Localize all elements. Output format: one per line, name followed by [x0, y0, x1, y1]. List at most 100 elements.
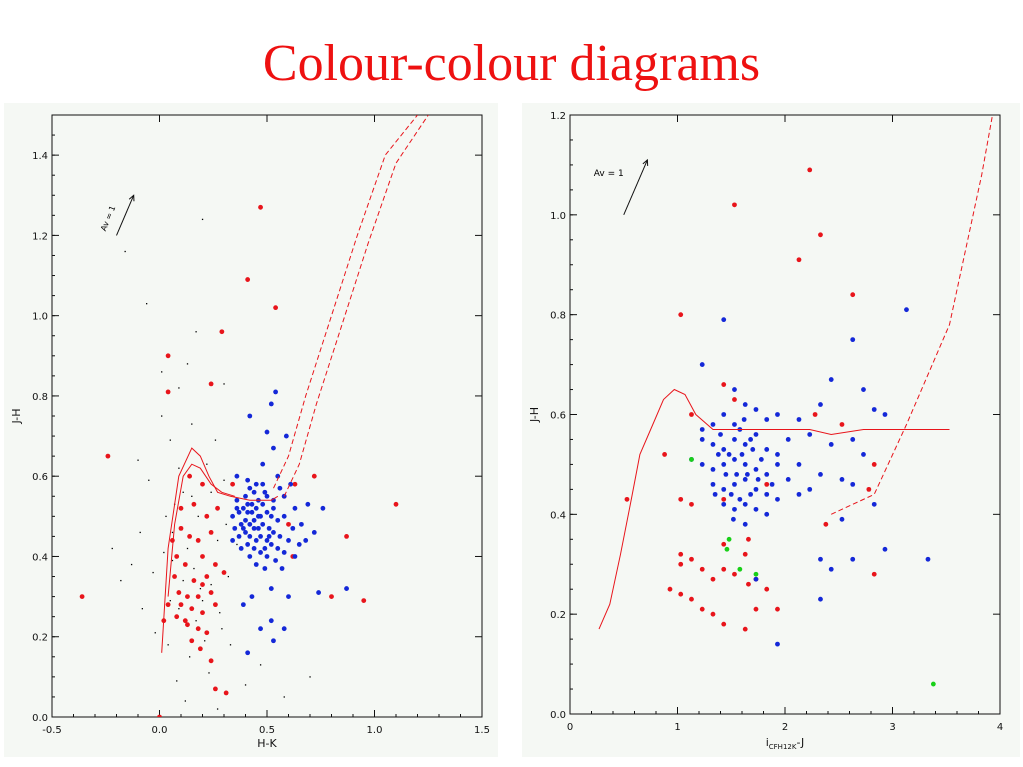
- x-axis-title-main: i: [766, 736, 769, 749]
- y-tick-label: 0.8: [550, 311, 566, 322]
- data-point-blue: [251, 517, 257, 523]
- data-point-blue: [240, 525, 246, 531]
- data-point-black: [171, 559, 174, 562]
- data-point-blue: [775, 412, 780, 417]
- data-point-blue: [882, 412, 888, 417]
- right-colour-colour-plot: 0 1 2 3 4 0.0 0.2 0.4 0.6 0.8 1.0 1.2 iCFH12K-J J-H Av…: [522, 103, 1020, 757]
- data-point-black: [210, 491, 212, 493]
- data-point-blue: [316, 590, 321, 595]
- x-tick-label: 0.0: [152, 725, 168, 736]
- data-point-red: [344, 534, 349, 539]
- data-point-blue: [750, 447, 756, 452]
- data-point-black: [199, 587, 202, 590]
- data-point-blue: [260, 501, 266, 507]
- data-point-black: [197, 515, 199, 518]
- data-point-blue: [699, 437, 705, 442]
- data-point-blue: [243, 517, 248, 523]
- data-point-blue: [753, 506, 759, 512]
- data-point-blue: [271, 497, 276, 503]
- data-point-red: [185, 622, 190, 628]
- data-point-black: [309, 676, 311, 678]
- data-point-blue: [275, 473, 281, 479]
- data-point-blue: [710, 481, 716, 487]
- x-axis-title-subscript: CFH12K: [769, 743, 797, 751]
- data-point-blue: [245, 501, 251, 507]
- x-tick-label: 1.0: [367, 725, 383, 736]
- data-point-blue: [234, 505, 240, 511]
- data-point-blue: [258, 550, 263, 555]
- left-colour-colour-plot: -0.5 0.0 0.5 1.0 1.5 0.0 0.2 0.4 0.6 0.8 1.0 1.2 1.4…: [4, 103, 498, 757]
- data-point-blue: [882, 546, 888, 552]
- data-point-blue: [769, 481, 775, 487]
- data-point-red: [361, 598, 367, 604]
- data-point-black: [184, 700, 186, 702]
- data-point-red: [178, 505, 184, 511]
- data-point-red: [746, 536, 751, 542]
- data-point-black: [176, 680, 178, 682]
- data-point-blue: [828, 377, 834, 382]
- data-point-red: [191, 578, 197, 583]
- data-point-black: [169, 439, 171, 441]
- y-axis-title: J-H: [10, 408, 23, 424]
- data-point-red: [742, 626, 748, 632]
- data-point-blue: [253, 562, 259, 567]
- data-point-blue: [253, 481, 259, 487]
- data-point-blue: [251, 525, 257, 531]
- data-point-blue: [264, 509, 270, 515]
- data-point-blue: [247, 554, 253, 559]
- data-point-blue: [277, 534, 283, 539]
- data-point-black: [193, 567, 195, 570]
- data-point-blue: [236, 509, 242, 515]
- data-point-blue: [245, 542, 251, 547]
- data-point-red: [172, 574, 177, 579]
- data-point-blue: [748, 491, 753, 497]
- data-point-red: [165, 389, 171, 395]
- y-tick-label: 0.6: [550, 411, 566, 422]
- data-point-black: [167, 644, 169, 646]
- data-point-red: [213, 602, 218, 608]
- data-point-black: [137, 459, 139, 461]
- data-point-blue: [742, 402, 748, 407]
- data-point-red: [204, 630, 210, 636]
- data-point-red: [329, 594, 334, 599]
- data-point-red: [178, 602, 184, 608]
- data-point-blue: [245, 650, 251, 656]
- data-point-blue: [721, 317, 727, 323]
- y-tick-label: 0.2: [550, 610, 566, 621]
- reddening-vector-label: Av = 1: [594, 169, 624, 179]
- data-point-blue: [742, 501, 748, 507]
- reddening-band-line: [273, 115, 418, 489]
- data-point-blue: [260, 481, 266, 487]
- y-tick-label: 0.8: [32, 392, 48, 403]
- data-point-blue: [710, 422, 716, 427]
- data-point-blue: [268, 513, 274, 519]
- y-tick-label: 1.0: [32, 312, 48, 323]
- x-tick-label: 0.5: [259, 725, 275, 736]
- reddening-vector-arrowhead: [642, 158, 649, 166]
- data-point-red: [223, 690, 229, 696]
- reddening-band-line: [830, 115, 993, 515]
- data-point-black: [120, 579, 122, 582]
- data-point-blue: [286, 538, 291, 543]
- data-point-black: [236, 543, 238, 546]
- data-point-black: [178, 467, 180, 469]
- data-point-red: [699, 606, 705, 612]
- data-point-red: [732, 397, 737, 402]
- data-point-red: [197, 646, 203, 652]
- data-point-black: [171, 531, 174, 534]
- data-point-blue: [240, 602, 246, 608]
- data-point-blue: [721, 412, 727, 417]
- intrinsic-colour-locus: [598, 388, 950, 630]
- data-point-blue: [253, 538, 259, 543]
- data-point-red: [215, 505, 220, 511]
- data-point-blue: [850, 481, 856, 487]
- data-point-blue: [737, 496, 743, 502]
- data-point-red: [764, 481, 770, 487]
- data-point-blue: [741, 417, 747, 422]
- data-point-red: [174, 554, 180, 559]
- data-point-blue: [281, 550, 287, 555]
- data-point-red: [689, 596, 694, 602]
- data-point-black: [186, 547, 189, 550]
- data-point-blue: [753, 486, 759, 492]
- data-point-blue: [758, 457, 764, 462]
